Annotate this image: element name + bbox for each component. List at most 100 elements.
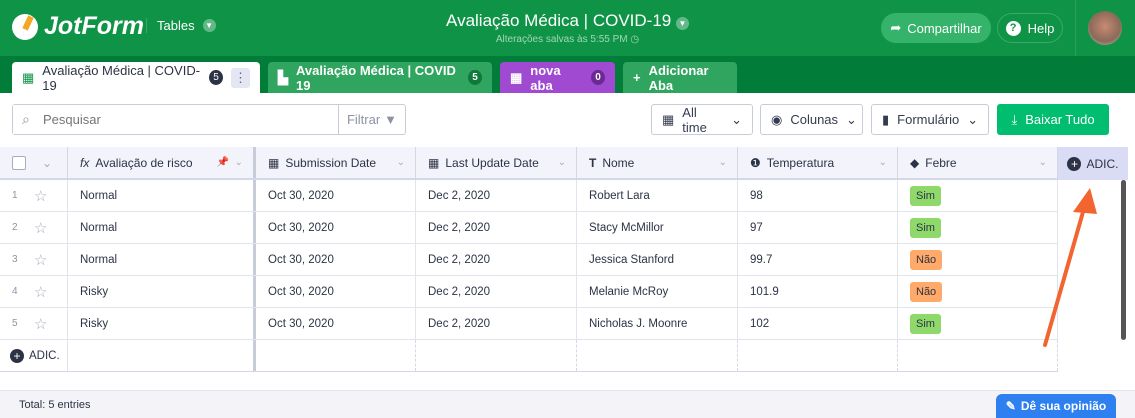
search-icon: ⌕ (22, 111, 30, 127)
document-icon: ▮ (882, 111, 890, 127)
form-dropdown[interactable]: ▮ Formulário ⌄ (871, 104, 989, 135)
add-row-button[interactable]: + ADIC. (0, 340, 68, 371)
help-icon: ? (1005, 20, 1021, 36)
status-badge: Não (910, 249, 943, 270)
chevron-down-icon[interactable]: ⌄ (718, 157, 727, 168)
row-number-cell: 2 ☆ (0, 212, 68, 243)
cell-sub[interactable]: Oct 30, 2020 (256, 276, 416, 307)
tables-menu[interactable]: Tables ▼ (146, 18, 216, 33)
plus-icon: + (633, 70, 641, 85)
cell-febre[interactable]: Não (898, 276, 1058, 307)
download-icon: ⤓ (1011, 111, 1018, 127)
chart-icon: ▙ (278, 69, 288, 85)
cell-name[interactable]: Melanie McRoy (577, 276, 738, 307)
cell-upd[interactable]: Dec 2, 2020 (416, 212, 577, 243)
cell-upd[interactable]: Dec 2, 2020 (416, 308, 577, 339)
table-row[interactable]: 4 ☆ Risky Oct 30, 2020 Dec 2, 2020 Melanie Mc… (0, 276, 1058, 308)
row-number-cell: 1 ☆ (0, 180, 68, 211)
star-icon[interactable]: ☆ (34, 315, 48, 333)
vertical-scrollbar[interactable] (1121, 180, 1126, 340)
date-range-dropdown[interactable]: ▦ All time ⌄ (651, 104, 753, 135)
cell-febre[interactable]: Não (898, 244, 1058, 275)
chevron-down-icon[interactable]: ⌄ (557, 157, 566, 168)
column-header-last-update[interactable]: ▦ Last Update Date ⌄ (416, 147, 577, 178)
chevron-down-icon[interactable]: ⌄ (1038, 157, 1047, 168)
feedback-button[interactable]: ✎ Dê sua opinião (996, 394, 1116, 418)
chevron-down-icon[interactable]: ⌄ (396, 157, 405, 168)
cell-name[interactable]: Stacy McMillor (577, 212, 738, 243)
cell-risk[interactable]: Risky (68, 308, 256, 339)
cell-risk[interactable]: Risky (68, 276, 256, 307)
status-badge: Não (910, 281, 943, 302)
cell-febre[interactable]: Sim (898, 180, 1058, 211)
cell-sub[interactable]: Oct 30, 2020 (256, 180, 416, 211)
column-header-temperatura[interactable]: ❶ Temperatura ⌄ (738, 147, 898, 178)
cell-upd[interactable]: Dec 2, 2020 (416, 276, 577, 307)
avatar[interactable] (1088, 11, 1122, 45)
cell-risk[interactable]: Normal (68, 180, 256, 211)
cell-sub[interactable]: Oct 30, 2020 (256, 244, 416, 275)
plus-circle-icon: + (1067, 156, 1082, 171)
star-icon[interactable]: ☆ (34, 283, 48, 301)
tab-bar: ▦ Avaliação Médica | COVID-19 5 ⋮ ▙ Avalia… (0, 56, 1135, 93)
table-row[interactable]: 3 ☆ Normal Oct 30, 2020 Dec 2, 2020 Jessica S… (0, 244, 1058, 276)
share-icon: ➦ (890, 20, 902, 35)
cell-temp[interactable]: 97 (738, 212, 898, 243)
cell-temp[interactable]: 99.7 (738, 244, 898, 275)
chevron-down-icon[interactable]: ⌄ (42, 155, 53, 170)
table-row[interactable]: 5 ☆ Risky Oct 30, 2020 Dec 2, 2020 Nicholas J… (0, 308, 1058, 340)
star-icon[interactable]: ☆ (34, 251, 48, 269)
chevron-down-icon[interactable]: ⌄ (234, 157, 243, 168)
chevron-down-icon: ⌄ (731, 111, 742, 127)
cell-sub[interactable]: Oct 30, 2020 (256, 212, 416, 243)
empty-cell (256, 340, 416, 371)
cell-upd[interactable]: Dec 2, 2020 (416, 244, 577, 275)
chevron-down-icon: ▼ (675, 17, 689, 30)
cell-sub[interactable]: Oct 30, 2020 (256, 308, 416, 339)
status-badge: Sim (910, 217, 941, 238)
total-entries: Total: 5 entries (19, 399, 91, 411)
table-row[interactable]: 2 ☆ Normal Oct 30, 2020 Dec 2, 2020 Stacy McM… (0, 212, 1058, 244)
columns-dropdown[interactable]: ◉ Colunas ⌄ (760, 104, 863, 135)
cell-temp[interactable]: 101.9 (738, 276, 898, 307)
cell-febre[interactable]: Sim (898, 308, 1058, 339)
cell-risk[interactable]: Normal (68, 212, 256, 243)
more-icon[interactable]: ⋮ (231, 67, 250, 88)
chevron-down-icon[interactable]: ⌄ (878, 157, 887, 168)
filter-icon: ▼ (384, 112, 398, 127)
column-header-submission-date[interactable]: ▦ Submission Date ⌄ (256, 147, 416, 178)
cell-name[interactable]: Nicholas J. Moonre (577, 308, 738, 339)
jotform-logo[interactable]: JotForm (12, 12, 144, 41)
share-button[interactable]: ➦ Compartilhar (881, 13, 991, 43)
cell-name[interactable]: Robert Lara (577, 180, 738, 211)
search-input[interactable] (13, 105, 338, 134)
cell-temp[interactable]: 102 (738, 308, 898, 339)
tag-icon: ◆ (910, 155, 920, 170)
column-header-febre[interactable]: ◆ Febre ⌄ (898, 147, 1058, 178)
column-header-nome[interactable]: T Nome ⌄ (577, 147, 738, 178)
cell-temp[interactable]: 98 (738, 180, 898, 211)
star-icon[interactable]: ☆ (34, 187, 48, 205)
column-header-risk[interactable]: fx Avaliação de risco 📌 ⌄ (68, 147, 256, 178)
table-row[interactable]: 1 ☆ Normal Oct 30, 2020 Dec 2, 2020 Robert La… (0, 180, 1058, 212)
tab-nova-aba[interactable]: ▦ nova aba 0 (500, 62, 615, 93)
filter-button[interactable]: Filtrar ▼ (338, 105, 405, 134)
download-all-button[interactable]: ⤓ Baixar Tudo (997, 104, 1109, 135)
calendar-icon: ▦ (428, 155, 440, 170)
save-status: Alterações salvas às 5:55 PM ◷ (495, 34, 640, 45)
table-header: ⌄ fx Avaliação de risco 📌 ⌄ ▦ Submission Dat… (0, 147, 1058, 180)
clock-icon: ◷ (630, 34, 640, 45)
cell-febre[interactable]: Sim (898, 212, 1058, 243)
page-title[interactable]: Avaliação Médica | COVID-19 ▼ (0, 11, 1135, 31)
cell-upd[interactable]: Dec 2, 2020 (416, 180, 577, 211)
add-column-button[interactable]: + ADIC. (1058, 147, 1128, 180)
select-all-checkbox[interactable] (12, 155, 26, 170)
help-button[interactable]: ? Help (997, 13, 1063, 43)
cell-risk[interactable]: Normal (68, 244, 256, 275)
cell-name[interactable]: Jessica Stanford (577, 244, 738, 275)
pin-icon[interactable]: 📌 (216, 157, 229, 168)
star-icon[interactable]: ☆ (34, 219, 48, 237)
tab-avaliacao-table[interactable]: ▦ Avaliação Médica | COVID-19 5 ⋮ (12, 62, 260, 93)
tab-avaliacao-report[interactable]: ▙ Avaliação Médica | COVID 19 5 (268, 62, 492, 93)
add-tab-button[interactable]: + Adicionar Aba (623, 62, 737, 93)
